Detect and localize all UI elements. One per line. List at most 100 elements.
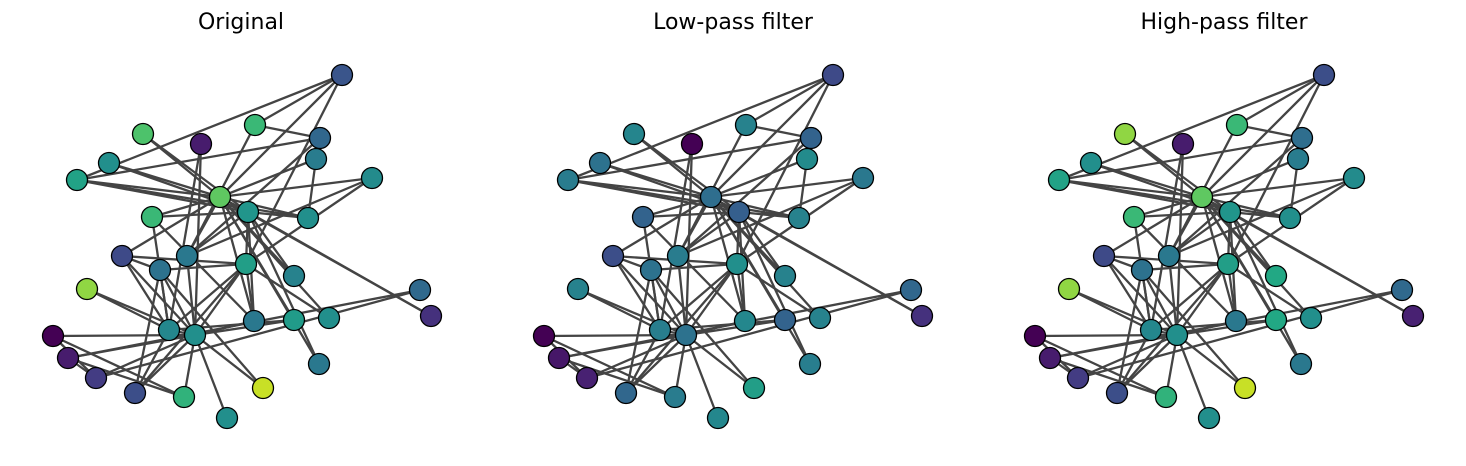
node-original-31 — [175, 244, 199, 268]
edge-high-pass-19-33 — [1200, 195, 1278, 322]
edge-low-pass-28-33 — [709, 176, 865, 199]
edge-high-pass-28-31 — [1167, 176, 1356, 258]
node-layer-low-pass — [532, 63, 934, 430]
node-low-pass-30 — [631, 205, 655, 229]
edge-high-pass-3-12 — [1140, 268, 1247, 390]
node-low-pass-19 — [773, 308, 797, 332]
node-high-pass-1 — [1139, 318, 1163, 342]
node-high-pass-28 — [1342, 166, 1366, 190]
node-low-pass-23 — [556, 168, 580, 192]
node-low-pass-3 — [639, 258, 663, 282]
edge-high-pass-4-10 — [1033, 334, 1168, 399]
edge-low-pass-31-33 — [676, 195, 713, 258]
edge-high-pass-18-32 — [1228, 210, 1278, 278]
edge-high-pass-23-33 — [1057, 178, 1204, 199]
edge-high-pass-0-13 — [1102, 254, 1179, 337]
node-low-pass-9 — [808, 306, 832, 330]
node-low-pass-10 — [663, 385, 687, 409]
node-original-18 — [282, 264, 306, 288]
node-high-pass-14 — [1289, 352, 1313, 376]
edge-low-pass-18-32 — [737, 210, 787, 278]
edge-original-0-2 — [193, 262, 248, 337]
edge-low-pass-30-33 — [641, 195, 713, 219]
edge-high-pass-31-32 — [1167, 210, 1232, 258]
edge-high-pass-20-33 — [1123, 132, 1204, 199]
node-high-pass-7 — [1105, 381, 1129, 405]
edge-low-pass-6-16 — [585, 288, 913, 380]
edge-low-pass-13-33 — [611, 195, 713, 258]
edge-original-18-32 — [246, 210, 296, 278]
node-low-pass-7 — [614, 381, 638, 405]
node-high-pass-30 — [1122, 205, 1146, 229]
edge-layer-low-pass — [542, 73, 924, 420]
edge-original-1-2 — [167, 262, 248, 332]
node-low-pass-14 — [798, 352, 822, 376]
edge-low-pass-0-12 — [684, 333, 756, 390]
edge-high-pass-23-25 — [1057, 136, 1304, 182]
edge-original-23-33 — [75, 178, 222, 199]
edge-low-pass-20-33 — [632, 132, 713, 199]
edge-original-13-33 — [120, 195, 222, 258]
node-original-8 — [242, 309, 266, 333]
edge-original-28-33 — [218, 176, 374, 199]
node-low-pass-26 — [795, 147, 819, 171]
node-high-pass-6 — [1066, 366, 1090, 390]
node-high-pass-12 — [1233, 376, 1257, 400]
node-low-pass-32 — [727, 200, 751, 224]
edge-original-22-33 — [107, 161, 222, 199]
edge-low-pass-30-32 — [641, 210, 741, 219]
edge-low-pass-0-13 — [611, 254, 688, 337]
edge-original-2-9 — [244, 262, 331, 320]
edge-high-pass-22-33 — [1089, 161, 1204, 199]
edge-low-pass-27-33 — [709, 73, 835, 199]
edge-original-23-27 — [75, 73, 344, 182]
edge-original-24-27 — [253, 73, 344, 127]
node-original-30 — [140, 205, 164, 229]
panel-high-pass: High-pass filter — [1023, 10, 1425, 430]
node-original-22 — [97, 151, 121, 175]
edge-original-0-12 — [193, 333, 265, 390]
edge-original-29-33 — [218, 195, 310, 220]
node-original-21 — [189, 132, 213, 156]
node-high-pass-4 — [1023, 324, 1047, 348]
node-low-pass-2 — [725, 252, 749, 276]
node-high-pass-2 — [1216, 252, 1240, 276]
edge-original-14-32 — [246, 210, 321, 366]
node-high-pass-32 — [1218, 200, 1242, 224]
edge-original-26-33 — [218, 157, 318, 199]
node-high-pass-29 — [1278, 206, 1302, 230]
node-high-pass-9 — [1299, 306, 1323, 330]
panel-title-original: Original — [198, 10, 284, 35]
edge-high-pass-30-33 — [1132, 195, 1204, 219]
edge-low-pass-19-33 — [709, 195, 787, 322]
edge-high-pass-2-3 — [1140, 262, 1230, 272]
node-low-pass-28 — [851, 166, 875, 190]
edge-original-19-33 — [218, 195, 296, 322]
node-low-pass-11 — [706, 406, 730, 430]
node-original-26 — [304, 147, 328, 171]
node-high-pass-22 — [1079, 151, 1103, 175]
edge-high-pass-24-27 — [1235, 73, 1326, 127]
node-original-28 — [360, 166, 384, 190]
node-layer-original — [41, 63, 443, 430]
edge-original-27-33 — [218, 73, 344, 199]
node-low-pass-21 — [680, 132, 704, 156]
edge-low-pass-1-13 — [611, 254, 662, 332]
node-original-14 — [307, 352, 331, 376]
edge-low-pass-3-12 — [649, 268, 756, 390]
node-original-20 — [131, 122, 155, 146]
node-high-pass-24 — [1225, 113, 1249, 137]
node-high-pass-20 — [1113, 122, 1137, 146]
edge-high-pass-2-9 — [1226, 262, 1313, 320]
node-high-pass-18 — [1264, 264, 1288, 288]
node-high-pass-19 — [1264, 308, 1288, 332]
edge-high-pass-28-33 — [1200, 176, 1356, 199]
node-low-pass-33 — [699, 185, 723, 209]
panel-title-low-pass: Low-pass filter — [653, 10, 814, 35]
node-low-pass-12 — [742, 376, 766, 400]
node-low-pass-16 — [899, 278, 923, 302]
edge-high-pass-3-7 — [1115, 268, 1144, 395]
edge-original-0-3 — [158, 268, 197, 337]
edge-high-pass-1-21 — [1149, 142, 1185, 332]
node-high-pass-8 — [1224, 309, 1248, 333]
